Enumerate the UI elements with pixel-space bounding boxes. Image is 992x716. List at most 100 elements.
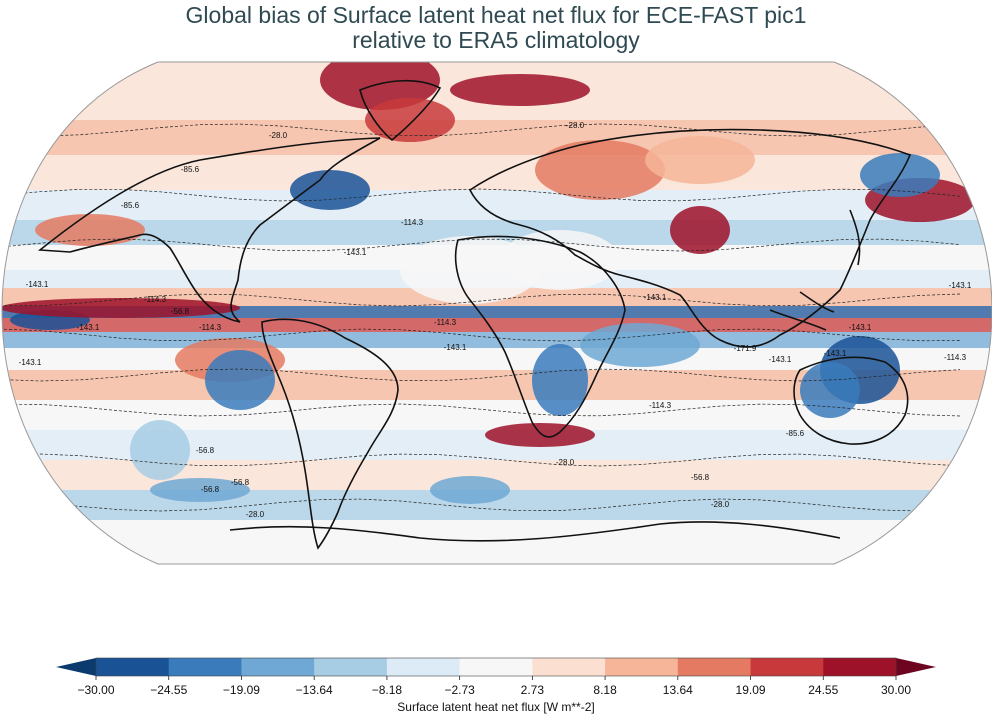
colorbar-tick-label: −24.55 — [150, 683, 187, 697]
map-title-line-1: Global bias of Surface latent heat net f… — [185, 2, 807, 28]
contour-label: -143.1 — [19, 358, 42, 367]
climatology-contours — [2, 123, 961, 512]
bias-patch — [485, 423, 595, 447]
colorbar-under-arrow — [56, 658, 96, 676]
bias-band — [2, 520, 992, 564]
bias-patch — [450, 74, 590, 106]
bias-patch — [290, 170, 370, 210]
colorbar-segment — [605, 658, 679, 676]
contour-label: -143.1 — [949, 281, 972, 290]
coast-africa — [454, 235, 626, 438]
colorbar-over-arrow — [896, 658, 936, 676]
contour-label: -171.9 — [734, 344, 757, 353]
contour-label: -56.8 — [171, 307, 190, 316]
coast-south-america — [261, 318, 399, 550]
contour-label: -143.1 — [26, 280, 49, 289]
colorbar-tick-label: −30.00 — [77, 683, 114, 697]
coastlines — [37, 79, 912, 550]
colorbar-segment — [750, 658, 824, 676]
coast-greenland — [359, 79, 442, 142]
map-field: -28.0 -28.0 -28.0 -85.6 -114.3 -143.1 -143.1 -1… — [2, 62, 992, 564]
colorbar-tick-label: 2.73 — [521, 683, 545, 697]
colorbar-tick-label: 8.18 — [593, 683, 617, 697]
contour-label: -85.6 — [121, 201, 140, 210]
coast-eurasia — [468, 128, 912, 348]
contour-label: -56.8 — [231, 478, 250, 487]
contour-label: -143.1 — [644, 293, 667, 302]
contour-label: -114.3 — [401, 218, 424, 227]
contour-label: -114.3 — [649, 401, 672, 410]
bias-patch — [670, 206, 730, 254]
bias-patch — [2, 298, 240, 318]
coast-australia — [793, 356, 909, 445]
bias-patch — [430, 476, 510, 504]
bias-patch — [645, 136, 755, 184]
contour-label: -114.3 — [434, 318, 457, 327]
climatology-contour-line — [2, 238, 961, 252]
climatology-contour-line — [2, 123, 961, 137]
contour-label: -85.6 — [786, 429, 805, 438]
colorbar-segment — [677, 658, 752, 676]
map-title-line-2: relative to ERA5 climatology — [352, 27, 640, 53]
bias-band — [2, 318, 992, 332]
contour-label: -143.1 — [77, 323, 100, 332]
robinson-map: -28.0 -28.0 -28.0 -85.6 -114.3 -143.1 -143.1 -1… — [1, 61, 992, 565]
coast-antarctica — [229, 521, 841, 542]
colorbar-segment — [168, 658, 242, 676]
colorbar-segment — [241, 658, 315, 676]
colorbar-frame — [95, 657, 897, 677]
bias-band — [2, 190, 992, 220]
colorbar-segment — [823, 658, 897, 676]
contour-label: -56.8 — [691, 473, 710, 482]
colorbar-tick-label: −13.64 — [296, 683, 333, 697]
bias-patch — [800, 362, 860, 418]
bias-band — [2, 120, 992, 155]
colorbar-tick-label: −2.73 — [444, 683, 475, 697]
colorbar-segment — [532, 658, 606, 676]
contour-label: -143.1 — [849, 323, 872, 332]
colorbar-tick-label: 19.09 — [736, 683, 766, 697]
bias-patch — [500, 230, 620, 290]
bias-patch — [150, 478, 250, 502]
bias-patches — [2, 62, 975, 504]
colorbar-tick-label: 24.55 — [808, 683, 838, 697]
colorbar-label: Surface latent heat net flux [W m**-2] — [397, 700, 594, 714]
contour-label: -143.1 — [344, 248, 367, 257]
bias-patch — [580, 323, 700, 367]
contour-label: -85.6 — [181, 165, 200, 174]
contour-label: -143.1 — [444, 343, 467, 352]
colorbar: −30.00 −24.55 −19.09 −13.64 −8.18 −2.73 2.73 8.… — [56, 657, 936, 714]
colorbar-segment — [96, 658, 170, 676]
contour-label: -114.3 — [199, 323, 222, 332]
bias-patch — [535, 140, 665, 200]
colorbar-segment — [314, 658, 388, 676]
colorbar-tick-label: −19.09 — [223, 683, 260, 697]
climatology-contour-line — [2, 293, 961, 307]
colorbar-ticks: −30.00 −24.55 −19.09 −13.64 −8.18 −2.73 2.73 8.… — [77, 676, 911, 697]
bias-patch — [320, 62, 440, 110]
bias-patch — [130, 420, 190, 480]
colorbar-segments — [56, 658, 936, 676]
colorbar-tick-label: −8.18 — [372, 683, 403, 697]
contour-label: -56.8 — [196, 446, 215, 455]
contour-label: -114.3 — [944, 353, 967, 362]
colorbar-tick-label: 30.00 — [881, 683, 911, 697]
contour-label: -143.1 — [824, 349, 847, 358]
bias-patch — [532, 344, 588, 416]
climatology-contour-line — [2, 403, 961, 417]
climatology-contour-line — [2, 328, 961, 342]
bias-patch — [35, 214, 145, 246]
contour-label: -28.0 — [269, 131, 288, 140]
colorbar-segment — [459, 658, 533, 676]
contour-label: -28.0 — [711, 500, 730, 509]
contour-label: -28.0 — [246, 510, 265, 519]
contour-label: -56.8 — [201, 485, 220, 494]
bias-band — [2, 306, 992, 318]
colorbar-tick-label: 13.64 — [663, 683, 693, 697]
contour-labels: -28.0 -28.0 -28.0 -85.6 -114.3 -143.1 -143.1 -1… — [19, 121, 972, 519]
contour-label: -114.3 — [144, 295, 167, 304]
contour-label: -28.0 — [556, 458, 575, 467]
bias-patch — [205, 350, 275, 410]
bias-band — [2, 155, 992, 190]
map-outline — [1, 61, 992, 565]
